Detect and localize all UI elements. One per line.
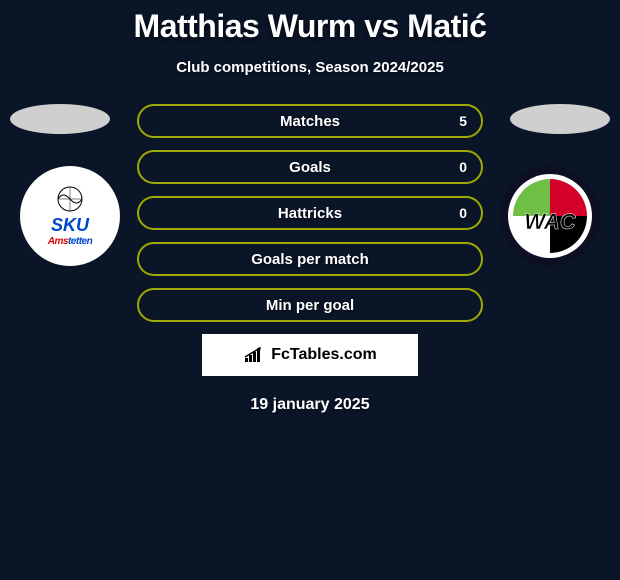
snapshot-date: 19 january 2025 — [0, 396, 620, 414]
club-badge-right: WAC — [500, 166, 600, 266]
stat-value: 0 — [459, 159, 467, 175]
stat-label: Goals per match — [251, 251, 369, 268]
player-right-avatar — [510, 104, 610, 134]
stat-value: 5 — [459, 113, 467, 129]
page-title: Matthias Wurm vs Matić — [0, 0, 620, 45]
stat-label: Min per goal — [266, 297, 354, 314]
brand-badge[interactable]: FcTables.com — [202, 334, 418, 376]
stat-bar: Min per goal — [137, 288, 483, 322]
stat-bar: Goals per match — [137, 242, 483, 276]
stat-label: Matches — [280, 113, 340, 130]
wac-logo: WAC — [505, 171, 595, 261]
club-badge-left: SKU Amstetten — [20, 166, 120, 266]
sku-logo: SKU Amstetten — [48, 185, 92, 247]
comparison-panel: SKU Amstetten WAC Matches5Goals0Hattrick… — [0, 104, 620, 414]
brand-text: FcTables.com — [271, 346, 377, 364]
player-left-avatar — [10, 104, 110, 134]
stat-label: Hattricks — [278, 205, 342, 222]
stat-bar: Goals 0 — [137, 150, 483, 184]
page-subtitle: Club competitions, Season 2024/2025 — [0, 59, 620, 76]
stat-label: Goals — [289, 159, 331, 176]
stats-bars: Matches 5 Goals 0 Hattricks 0 Goals per match M… — [137, 104, 483, 322]
stat-bar: Hattricks 0 — [137, 196, 483, 230]
brand-icon — [243, 346, 265, 364]
svg-text:WAC: WAC — [524, 209, 576, 234]
stat-value: 0 — [459, 205, 467, 221]
stat-bar: Matches 5 — [137, 104, 483, 138]
